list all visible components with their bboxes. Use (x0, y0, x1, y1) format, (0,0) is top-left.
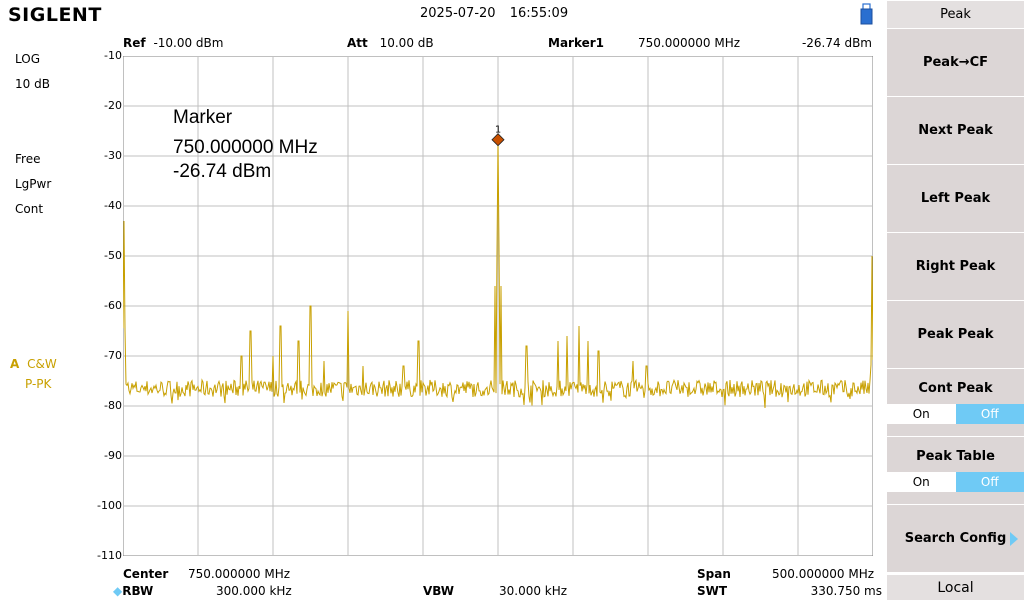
y-tick-label: -80 (104, 399, 122, 412)
marker-annotation-title: Marker (173, 107, 233, 128)
scale-type[interactable]: LOG (15, 52, 41, 66)
cont-peak-off[interactable]: Off (955, 404, 1024, 424)
trace-detector: P-PK (25, 377, 52, 391)
attenuation[interactable]: Att 10.00 dB (347, 36, 434, 50)
trace-indicator[interactable]: A C&W (10, 357, 57, 371)
peak-table-on[interactable]: On (887, 472, 956, 492)
cont-peak-toggle[interactable]: On Off (887, 404, 1024, 424)
span-value: 500.000000 MHz (772, 567, 875, 581)
marker-annotation-freq: 750.000000 MHz (173, 137, 318, 158)
peak-peak-button[interactable]: Peak Peak (887, 301, 1024, 369)
y-tick-label: -40 (104, 199, 122, 212)
y-tick-label: -20 (104, 99, 122, 112)
peak-table-toggle[interactable]: On Off (887, 472, 1024, 492)
y-tick-label: -60 (104, 299, 122, 312)
att-label: Att (347, 36, 368, 50)
rbw-label: RBW (122, 584, 154, 598)
y-tick-label: -100 (97, 499, 122, 512)
marker-level-readout: -26.74 dBm (801, 36, 872, 50)
left-peak-button[interactable]: Left Peak (887, 165, 1024, 233)
marker-annotation-level: -26.74 dBm (173, 161, 272, 182)
y-tick-label: -50 (104, 249, 122, 262)
marker-number-label: 1 (495, 125, 501, 136)
vbw-value: 30.000 kHz (499, 584, 568, 598)
span-label[interactable]: Span (697, 567, 731, 581)
cont-peak-button[interactable]: Cont Peak (887, 369, 1024, 437)
next-peak-button[interactable]: Next Peak (887, 97, 1024, 165)
cont-peak-label: Cont Peak (918, 381, 993, 396)
time-text: 16:55:09 (509, 6, 569, 21)
avg-type: LgPwr (15, 177, 52, 191)
y-tick-label: -30 (104, 149, 122, 162)
y-tick-label: -70 (104, 349, 122, 362)
spectrum-plot[interactable]: 1 (123, 56, 873, 556)
center-label[interactable]: Center (123, 567, 169, 581)
cont-peak-on[interactable]: On (887, 404, 956, 424)
date-text: 2025-07-20 (420, 6, 496, 21)
peak-table-off[interactable]: Off (955, 472, 1024, 492)
y-tick-label: -90 (104, 449, 122, 462)
usb-storage-icon (860, 3, 873, 25)
center-value: 750.000000 MHz (188, 567, 291, 581)
ref-value: -10.00 dBm (153, 36, 224, 50)
marker-1: 1 (491, 125, 505, 147)
search-config-button[interactable]: Search Config (887, 505, 1024, 573)
trace-letter: A (10, 357, 20, 371)
peak-table-label: Peak Table (916, 449, 995, 464)
marker-diamond-icon (491, 133, 505, 147)
trace-mode: C&W (27, 357, 57, 371)
peak-to-cf-button[interactable]: Peak→CF (887, 29, 1024, 97)
ref-level[interactable]: Ref -10.00 dBm (123, 36, 223, 50)
local-button[interactable]: Local (887, 575, 1024, 600)
marker-freq-readout: 750.000000 MHz (638, 36, 741, 50)
submenu-arrow-icon (1010, 531, 1018, 546)
y-tick-label: -110 (97, 549, 122, 562)
trigger-mode: Free (15, 152, 41, 166)
rbw-value: 300.000 kHz (216, 584, 292, 598)
vbw-label[interactable]: VBW (423, 584, 455, 598)
marker-label: Marker1 (548, 36, 605, 50)
softkey-menu-title: Peak (887, 1, 1024, 28)
swt-value: 330.750 ms (810, 584, 882, 598)
scale-div[interactable]: 10 dB (15, 77, 50, 91)
right-peak-button[interactable]: Right Peak (887, 233, 1024, 301)
swt-label[interactable]: SWT (697, 584, 728, 598)
softkey-panel: Peak Peak→CF Next Peak Left Peak Right P… (885, 0, 1024, 600)
peak-table-button[interactable]: Peak Table (887, 437, 1024, 505)
rbw-coupled-icon: ◆ (113, 584, 123, 598)
brand-logo: SIGLENT (8, 4, 102, 26)
ref-label: Ref (123, 36, 146, 50)
rbw-setting[interactable]: ◆RBW (113, 584, 153, 598)
att-value: 10.00 dB (379, 36, 434, 50)
search-config-label: Search Config (904, 531, 1007, 546)
sweep-mode: Cont (15, 202, 44, 216)
datetime: 2025-07-20 16:55:09 (420, 6, 568, 21)
y-tick-label: -10 (104, 49, 122, 62)
